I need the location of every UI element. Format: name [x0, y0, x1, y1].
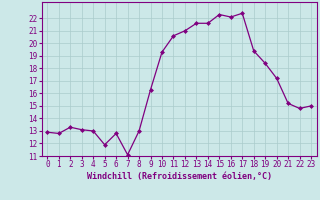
X-axis label: Windchill (Refroidissement éolien,°C): Windchill (Refroidissement éolien,°C) — [87, 172, 272, 181]
